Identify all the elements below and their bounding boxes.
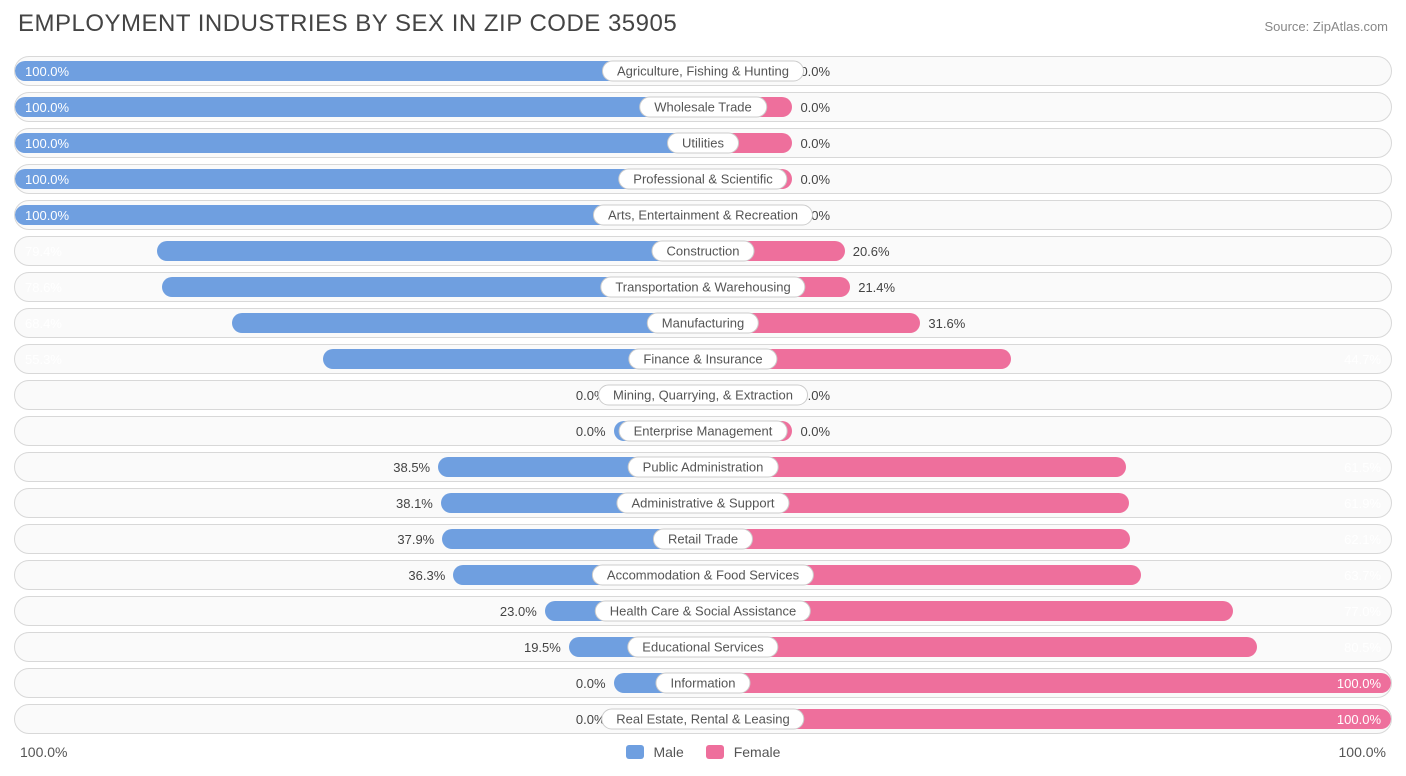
- male-value: 100.0%: [25, 201, 69, 229]
- category-label: Information: [655, 673, 750, 694]
- legend-item-male: Male: [626, 744, 684, 760]
- female-value: 0.0%: [800, 93, 830, 121]
- female-value: 0.0%: [800, 165, 830, 193]
- chart-row: 23.0% 77.0% Health Care & Social Assistanc…: [14, 596, 1392, 626]
- male-bar: [15, 133, 703, 153]
- category-label: Manufacturing: [647, 313, 759, 334]
- female-value: 0.0%: [800, 129, 830, 157]
- legend-label-female: Female: [734, 744, 781, 760]
- male-value: 100.0%: [25, 93, 69, 121]
- category-label: Public Administration: [628, 457, 779, 478]
- category-label: Enterprise Management: [619, 421, 788, 442]
- chart-row: 0.0% 100.0% Information: [14, 668, 1392, 698]
- male-value: 68.4%: [25, 309, 62, 337]
- chart-row: 37.9% 62.1% Retail Trade: [14, 524, 1392, 554]
- female-bar: [703, 709, 1391, 729]
- male-bar: [15, 61, 703, 81]
- category-label: Mining, Quarrying, & Extraction: [598, 385, 808, 406]
- female-value: 44.7%: [1344, 345, 1381, 373]
- chart-footer: 100.0% Male Female 100.0%: [14, 740, 1392, 760]
- male-bar: [232, 313, 703, 333]
- category-label: Agriculture, Fishing & Hunting: [602, 61, 804, 82]
- category-label: Wholesale Trade: [639, 97, 767, 118]
- male-value: 38.1%: [396, 489, 433, 517]
- category-label: Real Estate, Rental & Leasing: [601, 709, 804, 730]
- male-value: 55.3%: [25, 345, 62, 373]
- chart-row: 100.0% 0.0% Utilities: [14, 128, 1392, 158]
- category-label: Administrative & Support: [616, 493, 789, 514]
- male-value: 100.0%: [25, 129, 69, 157]
- female-bar: [703, 673, 1391, 693]
- male-bar: [15, 169, 703, 189]
- axis-label-left: 100.0%: [20, 744, 67, 760]
- chart-row: 100.0% 0.0%Agriculture, Fishing & Hunting: [14, 56, 1392, 86]
- chart-row: 100.0% 0.0% Wholesale Trade: [14, 92, 1392, 122]
- category-label: Arts, Entertainment & Recreation: [593, 205, 813, 226]
- female-value: 31.6%: [928, 309, 965, 337]
- category-label: Finance & Insurance: [628, 349, 777, 370]
- chart-row: 38.5% 61.5% Public Administration: [14, 452, 1392, 482]
- male-value: 0.0%: [576, 669, 606, 697]
- male-value: 19.5%: [524, 633, 561, 661]
- category-label: Utilities: [667, 133, 739, 154]
- category-label: Transportation & Warehousing: [600, 277, 805, 298]
- female-value: 63.7%: [1344, 561, 1381, 589]
- male-bar: [157, 241, 703, 261]
- female-value: 0.0%: [800, 57, 830, 85]
- female-value: 20.6%: [853, 237, 890, 265]
- legend-swatch-female: [706, 745, 724, 759]
- legend-swatch-male: [626, 745, 644, 759]
- male-value: 78.6%: [25, 273, 62, 301]
- legend-label-male: Male: [653, 744, 683, 760]
- male-value: 23.0%: [500, 597, 537, 625]
- female-value: 62.1%: [1344, 525, 1381, 553]
- male-value: 38.5%: [393, 453, 430, 481]
- male-value: 0.0%: [576, 417, 606, 445]
- chart-source: Source: ZipAtlas.com: [1264, 19, 1388, 34]
- female-value: 0.0%: [800, 417, 830, 445]
- chart-row: 100.0%0.0%Arts, Entertainment & Recreati…: [14, 200, 1392, 230]
- chart-row: 0.0%100.0%Real Estate, Rental & Leasing: [14, 704, 1392, 734]
- male-value: 36.3%: [408, 561, 445, 589]
- female-value: 100.0%: [1337, 705, 1381, 733]
- axis-label-right: 100.0%: [1339, 744, 1386, 760]
- female-value: 61.5%: [1344, 453, 1381, 481]
- female-value: 21.4%: [858, 273, 895, 301]
- female-value: 77.0%: [1344, 597, 1381, 625]
- category-label: Professional & Scientific: [618, 169, 787, 190]
- female-bar: [703, 637, 1257, 657]
- chart-row: 19.5% 80.5% Educational Services: [14, 632, 1392, 662]
- category-label: Construction: [652, 241, 755, 262]
- chart-header: EMPLOYMENT INDUSTRIES BY SEX IN ZIP CODE…: [14, 10, 1392, 38]
- female-value: 80.5%: [1344, 633, 1381, 661]
- chart-row: 36.3% 63.7% Accommodation & Food Services: [14, 560, 1392, 590]
- chart-row: 0.0% 0.0% Enterprise Management: [14, 416, 1392, 446]
- male-value: 79.4%: [25, 237, 62, 265]
- chart-row: 0.0%0.0%Mining, Quarrying, & Extraction: [14, 380, 1392, 410]
- category-label: Health Care & Social Assistance: [595, 601, 811, 622]
- diverging-bar-chart: 100.0%0.0%Agriculture, Fishing & Hunting…: [14, 56, 1392, 734]
- female-value: 100.0%: [1337, 669, 1381, 697]
- male-value: 100.0%: [25, 57, 69, 85]
- category-label: Educational Services: [627, 637, 778, 658]
- legend-item-female: Female: [706, 744, 781, 760]
- chart-row: 68.4% 31.6% Manufacturing: [14, 308, 1392, 338]
- chart-row: 55.3% 44.7% Finance & Insurance: [14, 344, 1392, 374]
- category-label: Accommodation & Food Services: [592, 565, 814, 586]
- male-bar: [15, 97, 703, 117]
- female-value: 61.9%: [1344, 489, 1381, 517]
- category-label: Retail Trade: [653, 529, 753, 550]
- male-value: 100.0%: [25, 165, 69, 193]
- chart-row: 38.1% 61.9% Administrative & Support: [14, 488, 1392, 518]
- chart-row: 78.6% 21.4% Transportation & Warehousing: [14, 272, 1392, 302]
- chart-row: 100.0% 0.0% Professional & Scientific: [14, 164, 1392, 194]
- chart-row: 79.4% 20.6% Construction: [14, 236, 1392, 266]
- chart-title: EMPLOYMENT INDUSTRIES BY SEX IN ZIP CODE…: [18, 10, 677, 38]
- female-bar: [703, 529, 1130, 549]
- legend: Male Female: [67, 744, 1338, 760]
- male-value: 37.9%: [397, 525, 434, 553]
